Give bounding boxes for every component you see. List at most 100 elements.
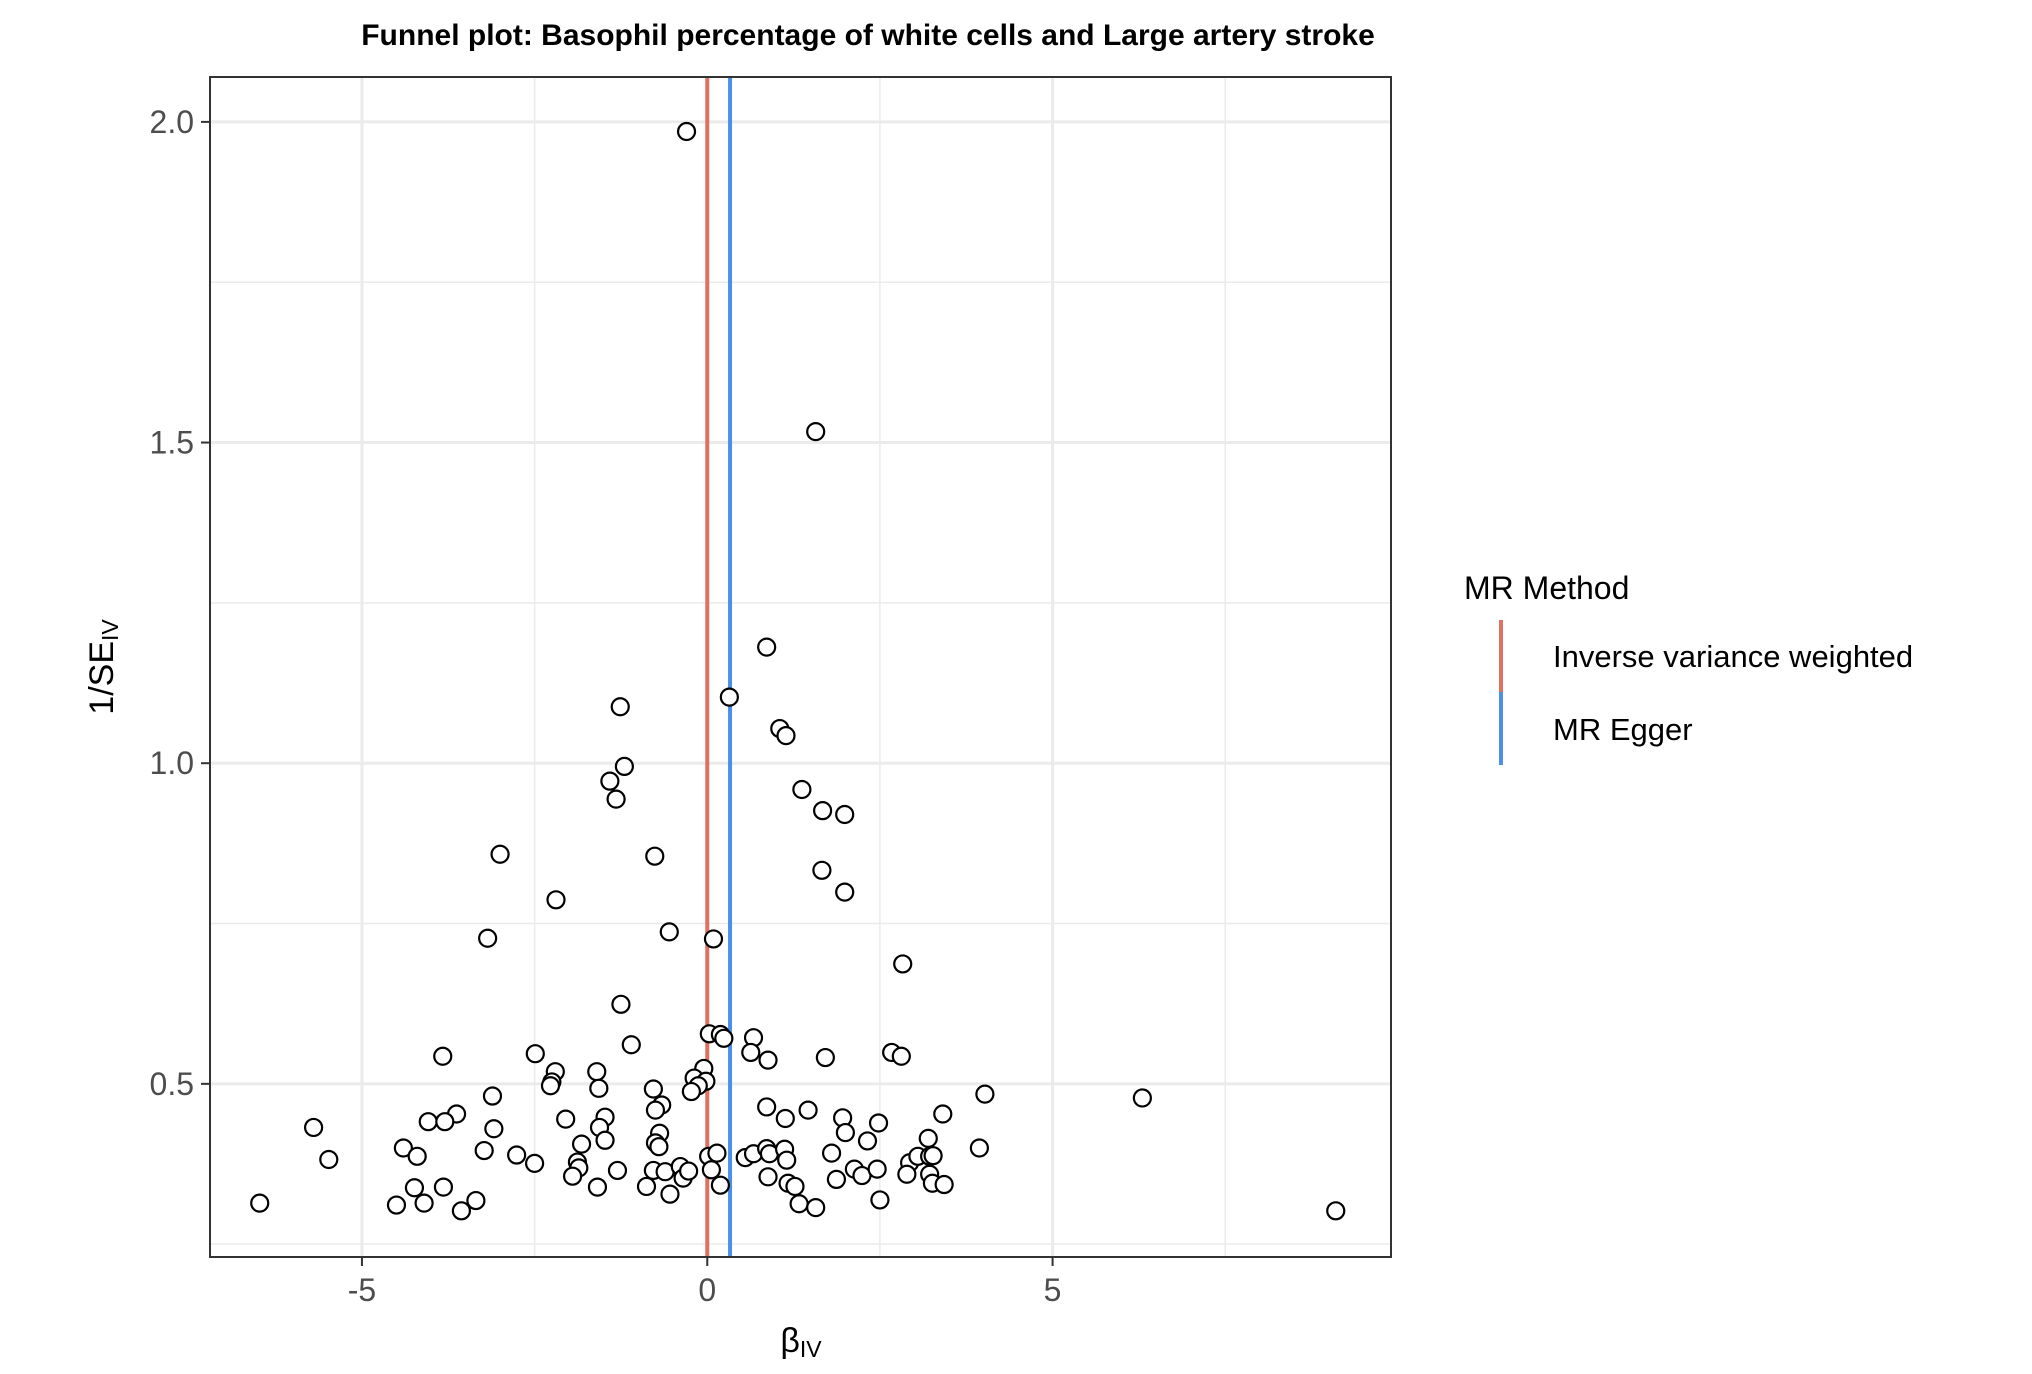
data-point-117 [923,1146,943,1166]
data-point-56 [798,1100,818,1120]
y-axis-title-subscript: IV [97,619,123,641]
snp-points [250,121,1346,1221]
data-point-16 [835,882,855,902]
data-point-123 [404,1178,425,1198]
data-point-59 [857,1131,878,1151]
data-point-73 [474,1140,494,1161]
plot-panel-background [210,77,1391,1257]
data-point-120 [934,1174,954,1195]
x-axis-ticks: -5 0 5 [348,1257,1061,1308]
data-point-2 [757,637,777,657]
x-axis-title: βIV [780,1322,822,1362]
data-point-21 [893,954,913,974]
data-point-102 [777,1150,797,1170]
data-point-15 [812,860,832,880]
y-axis-ticks: 0.5 1.0 1.5 2.0 [150,104,210,1102]
data-point-125 [433,1177,454,1197]
data-point-48 [643,1079,663,1099]
data-point-12 [835,804,855,825]
data-point-26 [714,1028,734,1048]
data-point-14 [645,846,665,866]
data-point-126 [451,1201,471,1221]
minor-gridlines [210,77,1391,1257]
data-point-95 [710,1175,730,1195]
data-point-65 [418,1112,438,1132]
data-point-3 [719,687,739,707]
y-tick-label-0: 0.5 [150,1066,194,1102]
data-point-122 [386,1195,407,1215]
data-point-70 [595,1130,615,1150]
y-tick-label-1: 1.0 [150,745,194,781]
data-point-36 [525,1044,545,1064]
y-tick-label-2: 1.5 [150,425,194,461]
data-point-9 [606,789,626,809]
data-point-108 [826,1169,847,1190]
legend: MR Method Inverse variance weighted MR E… [1464,570,1913,765]
legend-title: MR Method [1464,570,1629,606]
y-axis-title-main: 1/SE [83,641,121,715]
data-point-75 [525,1153,545,1173]
y-tick-label-3: 2.0 [150,104,194,140]
data-point-42 [482,1086,503,1106]
data-point-7 [614,756,634,777]
data-point-39 [540,1076,561,1096]
data-point-61 [933,1104,953,1124]
data-point-60 [868,1113,889,1133]
data-point-4 [610,697,630,717]
data-point-128 [1326,1201,1346,1221]
x-tick-label-1: 0 [698,1272,716,1308]
data-point-71 [571,1134,592,1154]
data-point-28 [741,1042,761,1063]
data-point-78 [393,1138,413,1158]
data-point-54 [757,1097,777,1117]
data-point-84 [607,1160,628,1181]
data-point-62 [918,1128,938,1148]
data-point-30 [815,1047,835,1068]
data-point-77 [319,1149,339,1170]
data-point-23 [621,1035,641,1055]
data-point-94 [707,1143,727,1163]
data-point-67 [556,1109,576,1129]
data-point-13 [490,844,510,864]
data-point-76 [303,1117,324,1138]
data-point-35 [433,1046,453,1066]
data-point-0 [676,121,697,142]
data-point-6 [776,726,796,746]
data-point-121 [250,1193,270,1213]
data-point-79 [407,1146,427,1166]
data-point-100 [758,1167,778,1187]
data-point-10 [792,779,812,800]
data-point-17 [546,890,566,910]
data-point-50 [645,1100,666,1120]
data-point-22 [611,994,631,1014]
data-point-83 [587,1177,608,1197]
data-point-66 [435,1112,455,1132]
data-point-8 [600,771,620,791]
data-point-53 [649,1137,669,1157]
data-point-19 [478,928,498,948]
data-point-91 [679,1161,699,1181]
data-point-41 [589,1078,609,1098]
data-point-85 [636,1176,657,1197]
data-point-47 [681,1081,701,1102]
data-point-33 [975,1084,995,1104]
data-point-111 [867,1159,887,1179]
data-point-1 [806,422,826,442]
data-point-82 [562,1166,583,1186]
data-point-20 [703,929,724,949]
data-point-127 [466,1190,486,1211]
data-point-112 [870,1190,890,1210]
data-point-93 [701,1160,722,1180]
data-point-40 [587,1062,607,1082]
y-axis-title: 1/SEIV [83,619,123,715]
x-axis-title-main: β [780,1322,800,1360]
x-axis-title-subscript: IV [800,1336,822,1362]
plot-panel-border [209,76,1392,1258]
data-point-105 [789,1194,809,1214]
data-point-32 [891,1046,911,1066]
data-point-11 [813,801,833,821]
data-point-58 [835,1122,855,1143]
x-tick-label-0: -5 [348,1272,376,1308]
chart-title: Funnel plot: Basophil percentage of whit… [361,19,1375,52]
